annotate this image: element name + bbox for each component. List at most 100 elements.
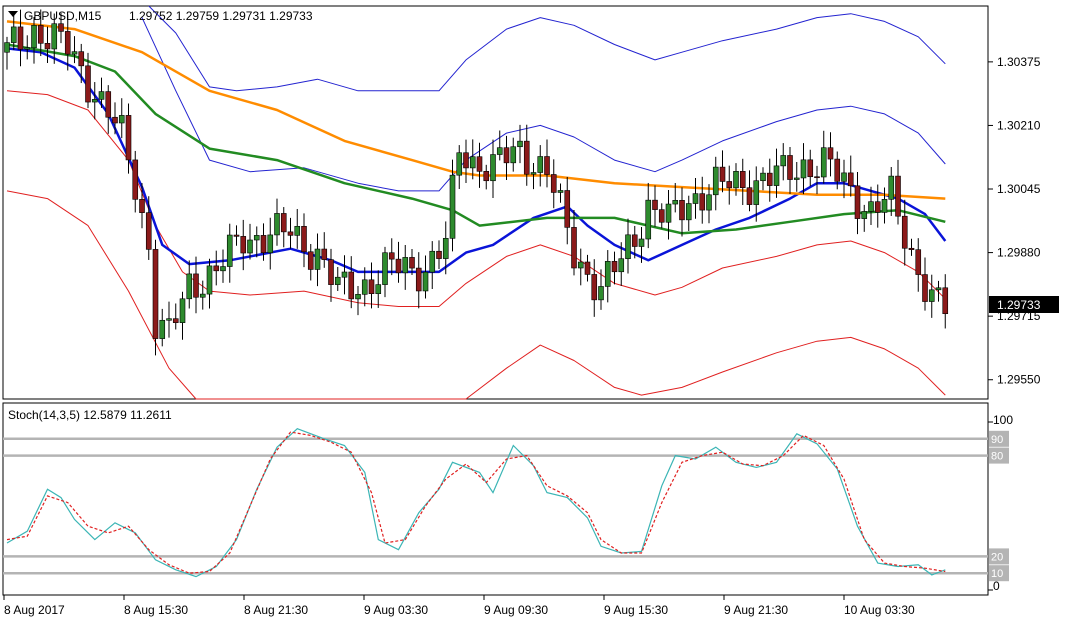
candle-bear [145,212,152,250]
candle-bull [456,152,463,176]
candle-bear [172,318,179,323]
candle-bear [719,166,726,182]
time-tick-label: 8 Aug 2017 [4,603,65,617]
candle-bull [247,239,253,254]
stoch-level-label: 10 [991,568,1003,580]
stoch-axis: 100 90 80 20 100 [988,413,1013,593]
candle-bear [746,187,753,205]
candle-bear [44,42,51,50]
stoch-level-tag [989,565,1009,582]
candle-bull [517,140,523,148]
time-tick-label: 10 Aug 03:30 [844,603,915,617]
candle-bear [328,259,334,285]
candle-bear [854,185,861,219]
candle-bull [861,211,868,219]
candle-bull [220,266,226,272]
candle-bull [625,234,631,260]
candle-bull [4,42,10,53]
candle-bear [584,261,591,275]
candle-bear [436,250,442,259]
time-tick-label: 9 Aug 15:30 [604,603,668,617]
candle-bear [550,174,557,193]
candle-bear [652,199,658,210]
candle-bear [64,31,71,55]
candle-bear [901,215,908,249]
candle-bull [429,250,436,273]
candle-bear [611,261,618,273]
main-plot-area[interactable] [2,5,989,400]
stoch-level-label: 20 [991,551,1003,563]
dropdown-triangle-icon[interactable] [8,11,18,17]
candle-bear [260,235,267,254]
bb-line-blue-upper-outer [148,5,946,92]
candle-bear [280,213,287,233]
candle-bear [105,91,112,118]
candle-bull [712,166,719,196]
stoch-tick-label: 0 [993,579,1000,593]
stoch-plot-area[interactable] [2,402,989,596]
candle-bull [618,258,625,273]
price-axis[interactable]: 1.303751.302101.300451.298801.297151.295… [988,55,1041,387]
candle-bear [112,116,118,124]
candle-bear [37,25,44,44]
bb-line-red-lower [6,190,946,400]
stoch-signal-line [6,431,946,574]
stoch-level-label: 80 [991,451,1003,463]
candle-bull [71,51,78,55]
candle-bear [847,172,854,187]
candle-bull [557,190,564,193]
stoch-level-tag [989,430,1009,447]
candle-bull [449,174,456,239]
candle-bull [638,238,645,247]
candle-bear [287,231,294,236]
candle-bull [341,271,348,278]
stoch-level-label: 90 [991,434,1003,446]
candle-bear [78,51,85,67]
candle-bull [166,318,172,321]
candle-bear [348,271,355,300]
candle-bear [483,171,490,182]
candle-bear [679,200,685,221]
candle-bear [388,252,395,260]
candle-bull [267,234,274,254]
time-tick-label: 8 Aug 21:30 [244,603,308,617]
candle-bear [915,249,922,275]
candle-bear [874,201,881,213]
candle-bear [463,152,469,169]
chart-header: GBPUSD,M15 1.29752 1.29759 1.29731 1.297… [8,9,313,23]
time-axis[interactable]: 8 Aug 2017 8 Aug 15:30 8 Aug 21:30 9 Aug 03… [3,595,915,617]
candle-bear [368,279,375,294]
candle-bull [490,154,496,182]
candle-bull [294,225,301,236]
candle-bear [125,115,132,161]
candle-bull [179,298,186,323]
candle-bear [699,193,706,211]
candle-bull [530,172,537,175]
candle-bull [334,276,341,285]
candle-bull [753,180,760,205]
candle-bull [382,252,388,285]
candle-bull [314,248,321,270]
candle-bull [868,201,874,212]
ohlc-readout: 1.29752 1.29759 1.29731 1.29733 [129,9,313,23]
ma-mid-line [6,43,946,235]
candle-bull [760,172,766,182]
candle-bull [881,199,888,213]
candle-bear [942,287,949,315]
candle-bear [895,175,901,217]
candle-bull [51,23,58,50]
time-tick-label: 9 Aug 21:30 [724,603,788,617]
symbol-label: GBPUSD,M15 [24,9,102,23]
candle-bear [591,274,598,301]
candle-bear [301,225,307,253]
candle-bull [226,234,233,267]
candle-bull [672,200,679,205]
candle-bear [658,209,665,223]
stoch-label: Stoch(14,3,5) 12.5879 11.2611 [8,408,172,422]
time-tick-label: 8 Aug 15:30 [124,603,188,617]
candle-bear [85,65,91,103]
price-tick-label: 1.29880 [997,246,1041,260]
candle-bear [240,236,247,254]
candle-bear [564,190,571,228]
price-tick-label: 1.30210 [997,118,1041,132]
